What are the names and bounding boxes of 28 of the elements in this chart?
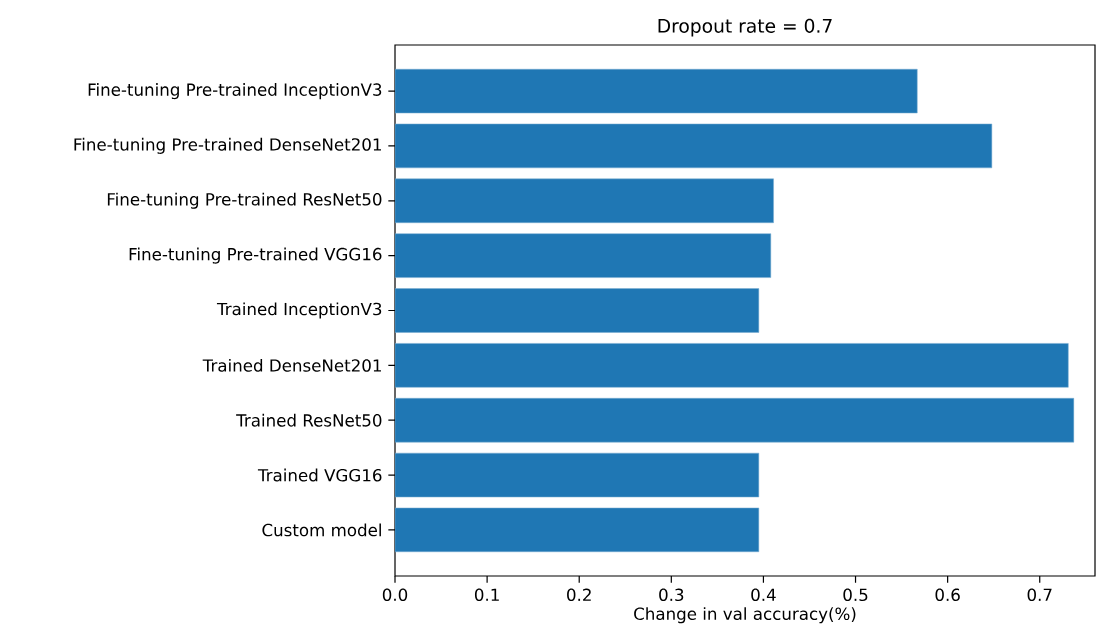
x-tick-label: 0.4 — [751, 588, 776, 602]
chart-title: Dropout rate = 0.7 — [658, 18, 832, 37]
y-tick-label: Trained VGG16 — [257, 468, 382, 482]
bar — [395, 343, 1069, 388]
bar — [395, 123, 993, 169]
x-axis-title: Change in val accuracy(%) — [634, 607, 856, 624]
x-tick-label: 0.7 — [1027, 588, 1052, 602]
bar — [395, 398, 1075, 443]
x-tick-label: 0.1 — [474, 588, 499, 602]
x-tick-label: 0.0 — [382, 588, 408, 602]
y-tick-label: Fine-tuning Pre-trained ResNet50 — [107, 192, 382, 209]
bar — [395, 68, 918, 114]
x-tick-label: 0.5 — [843, 588, 868, 602]
y-tick-label: Trained ResNet50 — [236, 413, 382, 427]
x-tick-label: 0.6 — [935, 588, 960, 602]
x-tick-label: 0.3 — [659, 588, 684, 602]
bar — [395, 288, 760, 333]
y-tick-label: Custom model — [262, 523, 381, 537]
bar — [395, 452, 760, 498]
x-tick-label: 0.2 — [567, 588, 591, 602]
bar — [395, 507, 760, 553]
y-tick-label: Fine-tuning Pre-trained InceptionV3 — [88, 83, 382, 100]
y-tick-label: Fine-tuning Pre-trained DenseNet201 — [74, 137, 381, 154]
bar — [395, 233, 772, 278]
y-tick-label: Trained InceptionV3 — [216, 302, 382, 319]
y-tick-label: Trained DenseNet201 — [202, 358, 381, 372]
bar — [395, 178, 774, 223]
y-tick-label: Fine-tuning Pre-trained VGG16 — [129, 247, 382, 264]
